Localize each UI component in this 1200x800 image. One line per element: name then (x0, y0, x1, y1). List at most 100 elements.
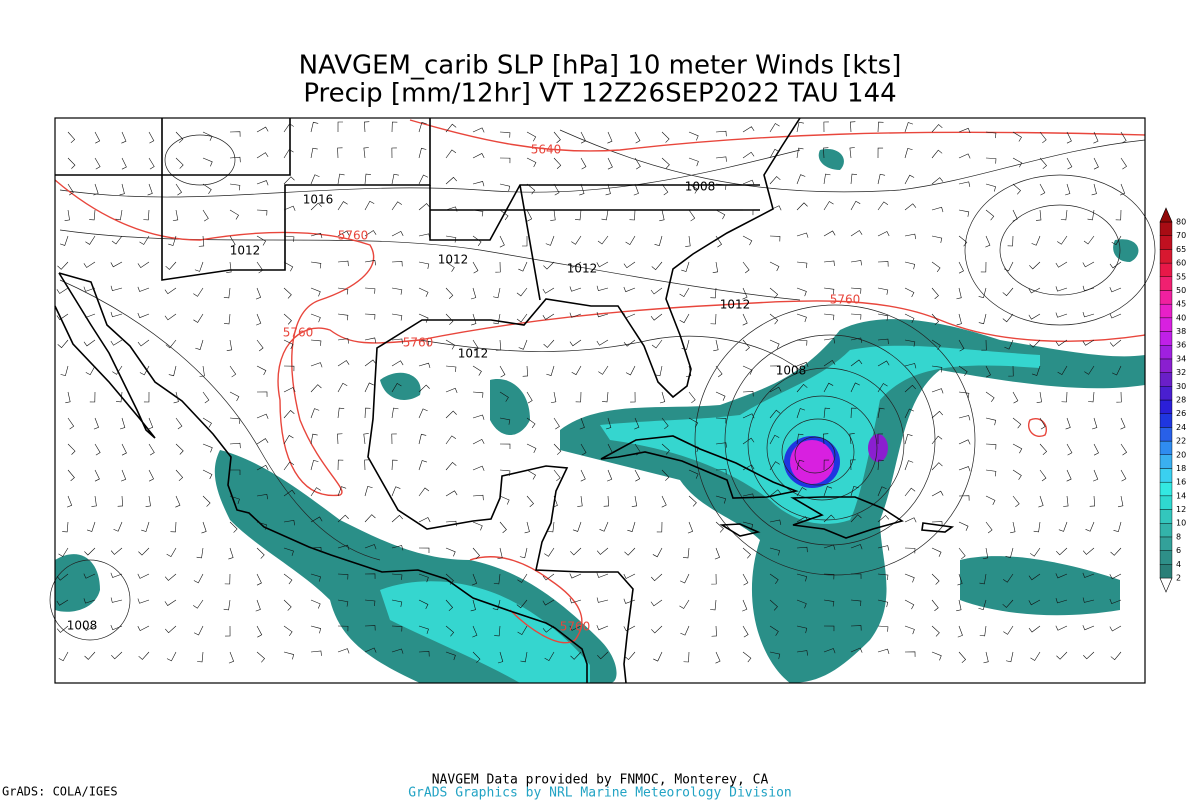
wind-barb (661, 183, 669, 196)
wind-barb (661, 157, 670, 169)
wind-barb (256, 235, 266, 246)
wind-barb (148, 443, 155, 456)
wind-barb (742, 625, 749, 638)
wind-barb (625, 365, 636, 376)
wind-barb (850, 486, 859, 497)
wind-barb (472, 494, 484, 501)
wind-barb (1120, 131, 1127, 144)
wind-barb (742, 413, 755, 419)
wind-barb (877, 515, 890, 523)
wind-barb (796, 261, 808, 269)
wind-barb (597, 651, 609, 660)
wind-barb (1117, 495, 1124, 508)
colorbar-label: 80 (1176, 218, 1186, 227)
wind-barb (137, 625, 150, 632)
wind-barb (985, 495, 996, 506)
height-contours (54, 119, 1146, 644)
wind-barb (165, 339, 177, 349)
wind-barb (310, 650, 322, 656)
wind-barb (363, 147, 369, 159)
wind-barb (1012, 131, 1022, 142)
wind-barb (796, 650, 808, 656)
wind-barb (391, 514, 404, 523)
wind-barb (67, 131, 76, 144)
colorbar-box (1159, 276, 1173, 291)
colorbar-label: 40 (1176, 313, 1186, 322)
colorbar-label: 20 (1176, 450, 1186, 459)
wind-barb (391, 147, 397, 159)
map-frame (54, 117, 1146, 684)
wind-barb (742, 126, 755, 133)
wind-barb (687, 521, 694, 534)
wind-barb (472, 438, 485, 445)
colorbar-box (1159, 413, 1173, 428)
wind-barb (904, 339, 916, 347)
wind-barb (904, 261, 916, 270)
colorbar-box (1159, 303, 1173, 319)
wind-barb (985, 521, 993, 534)
slp-label: 1012 (567, 262, 598, 276)
wind-barb (651, 573, 663, 582)
wind-barb (418, 313, 429, 323)
wind-barb (256, 521, 267, 530)
colorbar-label: 28 (1176, 396, 1186, 405)
wind-barb (769, 123, 780, 133)
wind-barb (526, 131, 537, 142)
wind-barb (542, 313, 555, 320)
wind-barb (742, 651, 752, 663)
wind-barb (656, 521, 663, 533)
wind-barb (742, 599, 748, 612)
wind-barb (547, 521, 555, 533)
wind-barb (83, 286, 96, 292)
wind-barb (472, 547, 480, 560)
colorbar-label: 36 (1176, 341, 1186, 350)
wind-barb (742, 313, 748, 326)
wind-barb (310, 313, 321, 323)
wind-barb (337, 433, 343, 445)
wind-barb (67, 157, 76, 169)
wind-barb (391, 313, 403, 321)
wind-barb (175, 495, 181, 508)
wind-barb (712, 261, 719, 273)
wind-barb (175, 443, 184, 455)
wind-barb (629, 209, 636, 221)
colorbar-label: 14 (1176, 491, 1186, 500)
wind-barb (418, 460, 427, 471)
wind-barb (931, 339, 941, 350)
wind-barb (1029, 261, 1041, 270)
wind-barb (143, 209, 150, 221)
wind-barb (1028, 287, 1041, 294)
colorbar-label: 38 (1176, 327, 1186, 336)
wind-barb (141, 521, 150, 532)
wind-barb (1120, 469, 1127, 482)
wind-barb (715, 495, 727, 504)
wind-barb (310, 121, 319, 133)
wind-barb (569, 312, 582, 318)
wind-barb (1058, 521, 1068, 532)
wind-barb (850, 382, 860, 393)
wind-barb (418, 174, 429, 185)
wind-barb (364, 230, 377, 237)
wind-barb (570, 547, 582, 556)
slp-label: 1012 (230, 244, 261, 258)
wind-barb (796, 433, 804, 445)
colorbar-label: 50 (1176, 286, 1186, 295)
wind-barb (137, 339, 150, 347)
wind-barb (119, 183, 125, 196)
wind-barb (391, 261, 403, 267)
wind-barb (337, 121, 344, 133)
wind-barb (688, 469, 699, 479)
wind-barb (516, 599, 528, 609)
wind-barb (769, 573, 779, 585)
wind-barb (418, 122, 427, 133)
wind-barb (1093, 157, 1099, 170)
wind-barb (499, 157, 511, 164)
wind-barb (796, 339, 808, 346)
wind-barb (499, 209, 509, 221)
wind-barb (651, 339, 663, 349)
wind-barb (283, 410, 295, 419)
wind-barb (445, 520, 457, 527)
wind-barb (256, 464, 269, 471)
wind-barb (56, 573, 69, 581)
wind-barb (553, 157, 562, 169)
